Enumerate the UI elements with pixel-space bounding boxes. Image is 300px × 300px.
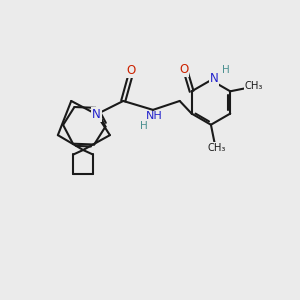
Text: CH₃: CH₃ (244, 81, 263, 91)
Text: O: O (179, 63, 188, 76)
Text: NH: NH (146, 111, 163, 122)
Text: H: H (140, 121, 148, 131)
Text: H: H (222, 65, 230, 75)
Text: CH₃: CH₃ (207, 143, 225, 153)
Text: O: O (126, 64, 135, 77)
Text: N: N (209, 72, 218, 85)
Text: N: N (92, 108, 101, 121)
